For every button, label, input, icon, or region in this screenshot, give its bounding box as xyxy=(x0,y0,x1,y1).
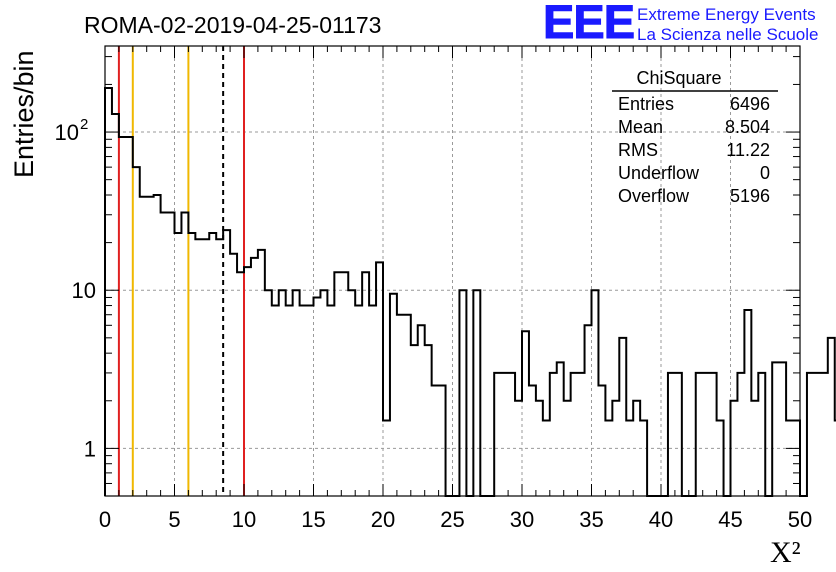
x-tick-label: 10 xyxy=(232,507,256,532)
y-tick-label: 1 xyxy=(84,436,96,461)
stats-row-label: RMS xyxy=(618,140,658,160)
y-axis-label: Entries/bin xyxy=(9,50,39,178)
stats-row-value: 5196 xyxy=(730,186,770,206)
logo-line-1: Extreme Energy Events xyxy=(637,5,816,24)
x-tick-label: 5 xyxy=(168,507,180,532)
x-tick-label: 40 xyxy=(649,507,673,532)
logo-line-2: La Scienza nelle Scuole xyxy=(637,25,818,44)
stats-row-label: Entries xyxy=(618,94,674,114)
stats-row-value: 11.22 xyxy=(726,140,770,160)
x-tick-label: 35 xyxy=(579,507,603,532)
y-tick-exponent: 2 xyxy=(80,116,88,133)
stats-box: ChiSquare Entries 6496 Mean 8.504 RMS 11.22 Un… xyxy=(612,68,778,206)
chart-title: ROMA-02-2019-04-25-01173 xyxy=(84,12,381,38)
stats-row-label: Overflow xyxy=(618,186,690,206)
stats-row-label: Underflow xyxy=(618,163,700,183)
stats-row-label: Mean xyxy=(618,117,663,137)
stats-rows: Entries 6496 Mean 8.504 RMS 11.22 Underflow 0 Ov… xyxy=(618,94,770,206)
y-tick-label: 10 xyxy=(72,278,96,303)
x-tick-label: 20 xyxy=(371,507,395,532)
stats-title: ChiSquare xyxy=(636,68,721,88)
eee-logo-mark: EEE xyxy=(543,0,634,48)
eee-logo: EEE Extreme Energy Events La Scienza nel… xyxy=(543,0,819,49)
stats-row-value: 8.504 xyxy=(725,117,770,137)
x-axis-label: X² xyxy=(770,536,801,569)
x-tick-label: 45 xyxy=(718,507,742,532)
stats-row-value: 0 xyxy=(760,163,770,183)
y-tick-label: 10 xyxy=(55,120,79,145)
x-tick-label: 50 xyxy=(788,507,812,532)
x-tick-label: 30 xyxy=(510,507,534,532)
stats-row-value: 6496 xyxy=(730,94,770,114)
x-tick-label: 0 xyxy=(99,507,111,532)
x-tick-label: 25 xyxy=(440,507,464,532)
x-tick-label: 15 xyxy=(301,507,325,532)
